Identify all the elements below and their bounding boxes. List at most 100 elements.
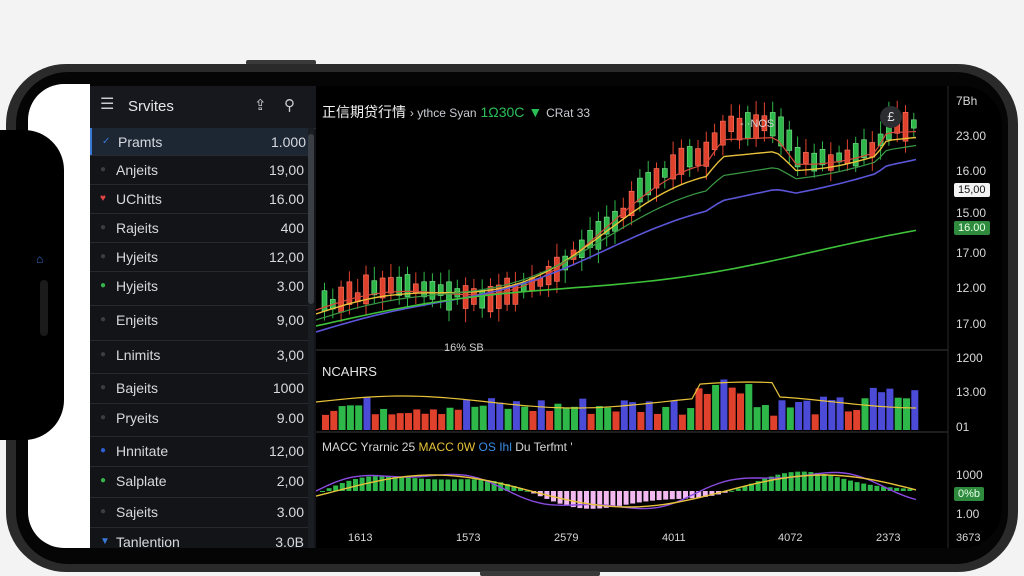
watchlist-row[interactable]: ● Lnimits 3,00 <box>90 341 308 369</box>
macd-histogram-bar <box>828 475 834 491</box>
watchlist-value: 12,00 <box>268 443 304 459</box>
price-axis-label: 13.00 <box>956 385 987 399</box>
ma-line-long <box>316 229 917 327</box>
hamburger-menu-icon[interactable]: ☰ <box>100 96 115 113</box>
watchlist-row[interactable]: ● Sajeits 3.00 <box>90 498 308 526</box>
chart-title: 正信期贷行情 › ythce Syan 1Ω30C ▼ CRat 33 <box>322 102 590 122</box>
watchlist-row[interactable]: ♥ UChitts 16.00 <box>90 185 308 213</box>
candle <box>487 286 494 313</box>
watchlist-row[interactable]: ✓ Pramts 1.000 <box>90 128 310 156</box>
watchlist-header: ☰ Srvites ⇪ ⚲ <box>90 86 316 129</box>
macd-histogram-bar <box>848 480 853 491</box>
macd-histogram-bar <box>650 491 655 501</box>
time-axis-label: 4011 <box>662 532 686 544</box>
watchlist-row[interactable]: ● Anjeits 19,00 <box>90 156 308 184</box>
macd-histogram-bar <box>834 477 840 491</box>
watchlist-row[interactable]: ● Hnnitate 12,00 <box>90 437 308 465</box>
watchlist-value: 3.00 <box>276 504 304 520</box>
volume-bar <box>728 387 736 430</box>
candle <box>695 148 701 166</box>
row-divider <box>90 184 308 185</box>
chart-area[interactable] <box>316 86 1002 548</box>
macd-histogram-bar <box>366 476 372 491</box>
volume-bar <box>795 401 803 430</box>
time-axis-label: 3673 <box>956 532 981 544</box>
high-annotation: - ·NOS <box>740 118 775 130</box>
search-icon[interactable]: ⚲ <box>284 97 295 114</box>
macd-histogram-bar <box>399 476 405 491</box>
share-icon[interactable]: ⇪ <box>254 97 267 114</box>
symbol-icon[interactable]: £ <box>880 106 902 128</box>
volume-bar <box>745 384 753 430</box>
volume-bar <box>886 388 894 430</box>
candle <box>637 177 643 203</box>
candle <box>852 143 859 167</box>
watchlist-row[interactable]: ● Salplate 2,00 <box>90 467 308 495</box>
macd-histogram-bar <box>597 491 603 509</box>
macd-histogram-bar <box>386 475 391 491</box>
macd-histogram-bar <box>709 491 715 496</box>
watchlist-row[interactable]: ● Pryeits 9.00 <box>90 404 308 432</box>
volume-bar <box>546 410 554 430</box>
macd-histogram-bar <box>405 477 411 491</box>
volume-bar <box>878 392 886 430</box>
volume-bar <box>828 400 836 430</box>
volume-bar <box>571 406 578 430</box>
row-divider <box>90 271 308 272</box>
watchlist-row[interactable]: ▼ Tanlention 3.0B <box>90 528 308 548</box>
volume-bar <box>554 403 562 430</box>
watchlist-value: 1.000 <box>270 134 306 150</box>
watchlist-symbol: Pryeits <box>116 410 159 426</box>
volume-bar <box>645 401 653 430</box>
watchlist-symbol: Lnimits <box>116 347 161 363</box>
macd-histogram-bar <box>841 478 847 491</box>
watchlist-row[interactable]: ● Rajeits 400 <box>90 214 308 242</box>
volume-bar <box>687 408 695 430</box>
macd-histogram-bar <box>432 479 438 491</box>
watchlist-row[interactable]: ● Hyjeits 12,00 <box>90 243 308 271</box>
triangle-icon: ▼ <box>100 536 110 547</box>
watchlist-value: 3.0B <box>275 534 304 548</box>
row-divider <box>90 497 308 498</box>
macd-histogram-bar <box>663 491 669 500</box>
price-axis[interactable]: 7Bh 23.00 16.00 15,00 15.00 16.00 17.00 … <box>948 86 1002 548</box>
row-divider <box>90 527 308 528</box>
chart-title-price: 1Ω30C <box>480 104 525 120</box>
volume-bar <box>504 408 512 430</box>
macd-histogram-bar <box>742 486 748 491</box>
watchlist-scrollbar[interactable] <box>308 128 314 548</box>
volume-bar <box>396 413 404 430</box>
macd-histogram-bar <box>636 491 642 503</box>
macd-histogram-bar <box>425 479 431 491</box>
macd-histogram-bar <box>894 487 900 491</box>
chart-title-main: 正信期贷行情 <box>322 104 406 120</box>
price-chart[interactable] <box>316 86 1002 548</box>
macd-histogram-bar <box>346 480 352 491</box>
watchlist-row[interactable]: ● Hyjeits 3.00 <box>90 272 308 300</box>
volume-bar <box>911 390 919 430</box>
macd-histogram-bar <box>801 471 807 491</box>
watchlist-row[interactable]: ● Enjeits 9,00 <box>90 306 308 334</box>
macd-histogram-bar <box>867 484 873 491</box>
volume-bar <box>388 414 396 430</box>
dot-icon: ● <box>100 506 107 517</box>
watchlist-row[interactable]: ● Bajeits 1000 <box>90 374 308 402</box>
scrollbar-thumb[interactable] <box>308 134 314 304</box>
macd-histogram-bar <box>623 491 629 505</box>
candle <box>645 172 652 196</box>
time-axis-label: 2373 <box>876 532 901 544</box>
macd-histogram-bar <box>762 478 768 491</box>
watchlist-symbol: Sajeits <box>116 504 159 520</box>
macd-histogram-bar <box>491 481 497 491</box>
macd-histogram-bar <box>749 483 754 491</box>
volume-bar <box>637 411 645 430</box>
volume-bar <box>479 405 487 430</box>
macd-histogram-bar <box>900 488 906 491</box>
volume-indicator-label: NCAHRS <box>322 364 377 379</box>
candle <box>803 152 809 164</box>
watchlist-symbol: Hnnitate <box>116 443 169 459</box>
watchlist-value: 16.00 <box>268 191 304 207</box>
watchlist-symbol: Tanlention <box>116 534 180 548</box>
front-camera-icon: ⌂ <box>36 252 44 266</box>
volume-bar <box>803 400 811 430</box>
